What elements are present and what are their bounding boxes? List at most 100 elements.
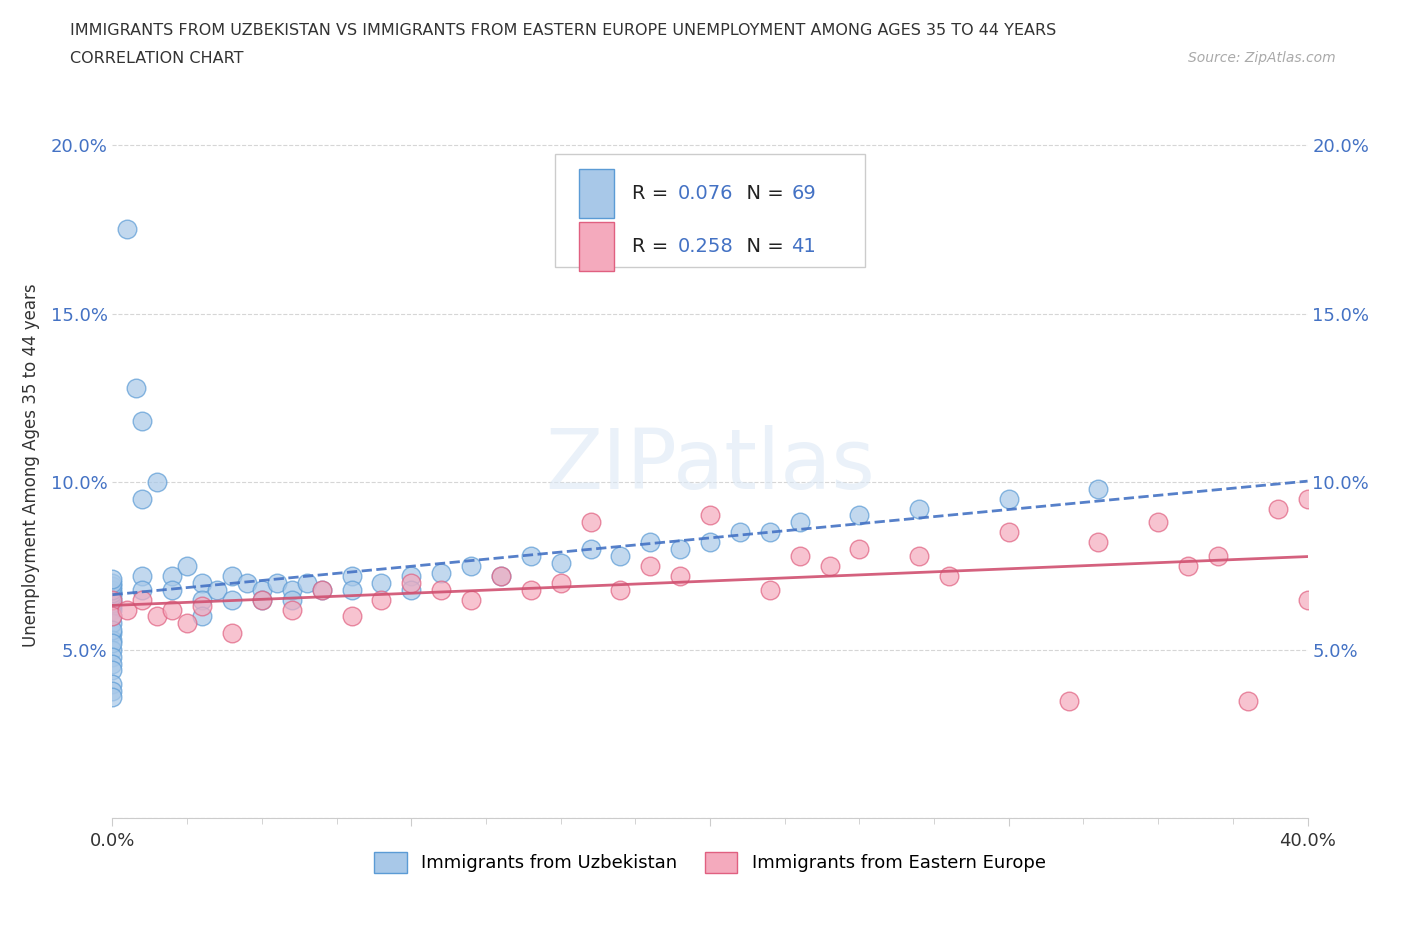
Point (101, 657, 124, 671)
Point (489, 568, 512, 583)
Point (191, 592, 214, 607)
Point (340, 582, 363, 597)
Point (101, 592, 124, 607)
Point (669, 568, 692, 583)
Point (520, 549, 543, 564)
Point (191, 576, 214, 591)
Point (401, 576, 423, 591)
Point (699, 508, 721, 523)
Point (460, 559, 482, 574)
Point (131, 592, 153, 607)
Point (101, 616, 124, 631)
Text: R =: R = (633, 237, 675, 257)
Point (131, 414, 153, 429)
Point (131, 568, 153, 583)
Text: 0.076: 0.076 (678, 184, 734, 203)
Point (295, 576, 318, 591)
Point (281, 592, 304, 607)
Point (550, 576, 572, 591)
Point (579, 515, 602, 530)
Point (162, 603, 183, 618)
Point (1267, 501, 1289, 516)
Point (401, 582, 423, 597)
Point (1147, 515, 1170, 530)
Point (311, 582, 333, 597)
Point (117, 603, 139, 618)
Point (221, 626, 243, 641)
Text: 41: 41 (792, 237, 815, 257)
Point (146, 609, 169, 624)
FancyBboxPatch shape (579, 169, 614, 219)
Point (728, 525, 751, 539)
Point (101, 578, 124, 593)
Point (609, 549, 631, 564)
Point (101, 663, 124, 678)
Point (1206, 549, 1229, 564)
Point (101, 649, 124, 664)
Text: IMMIGRANTS FROM UZBEKISTAN VS IMMIGRANTS FROM EASTERN EUROPE UNEMPLOYMENT AMONG : IMMIGRANTS FROM UZBEKISTAN VS IMMIGRANTS… (70, 23, 1056, 38)
Point (640, 559, 662, 574)
Point (101, 576, 124, 591)
Point (579, 541, 602, 556)
Point (131, 491, 153, 506)
FancyBboxPatch shape (554, 154, 866, 267)
Point (370, 576, 392, 591)
Point (938, 568, 960, 583)
Point (550, 555, 572, 570)
Point (1237, 693, 1260, 708)
Point (908, 501, 931, 516)
Point (489, 568, 512, 583)
Point (101, 690, 124, 705)
Point (401, 568, 423, 583)
Point (221, 568, 243, 583)
Point (1087, 535, 1109, 550)
Point (101, 609, 124, 624)
Point (117, 222, 139, 237)
Point (101, 589, 124, 604)
Point (1296, 491, 1319, 506)
Point (101, 683, 124, 698)
Point (101, 622, 124, 637)
Point (998, 491, 1021, 506)
Text: R =: R = (633, 184, 675, 203)
Point (101, 626, 124, 641)
Point (101, 676, 124, 691)
Point (1177, 559, 1199, 574)
Point (430, 565, 453, 580)
Point (609, 582, 631, 597)
Point (250, 592, 273, 607)
Point (101, 572, 124, 587)
Point (221, 592, 243, 607)
Point (669, 541, 692, 556)
Point (101, 643, 124, 658)
Point (311, 582, 333, 597)
Text: 69: 69 (792, 184, 815, 203)
Point (101, 586, 124, 601)
Point (191, 609, 214, 624)
Legend: Immigrants from Uzbekistan, Immigrants from Eastern Europe: Immigrants from Uzbekistan, Immigrants f… (367, 844, 1053, 880)
Point (146, 474, 169, 489)
FancyBboxPatch shape (579, 222, 614, 272)
Point (1057, 693, 1080, 708)
Point (818, 559, 841, 574)
Y-axis label: Unemployment Among Ages 35 to 44 years: Unemployment Among Ages 35 to 44 years (21, 284, 39, 646)
Point (176, 616, 198, 631)
Point (281, 582, 304, 597)
Point (908, 549, 931, 564)
Point (430, 582, 453, 597)
Point (101, 582, 124, 597)
Point (340, 568, 363, 583)
Point (789, 515, 811, 530)
Point (101, 595, 124, 610)
Point (759, 582, 782, 597)
Point (1296, 592, 1319, 607)
Point (101, 592, 124, 607)
Point (266, 576, 288, 591)
Text: N =: N = (734, 237, 790, 257)
Point (340, 609, 363, 624)
Point (370, 592, 392, 607)
Point (205, 582, 228, 597)
Point (699, 535, 721, 550)
Point (162, 568, 183, 583)
Text: N =: N = (734, 184, 790, 203)
